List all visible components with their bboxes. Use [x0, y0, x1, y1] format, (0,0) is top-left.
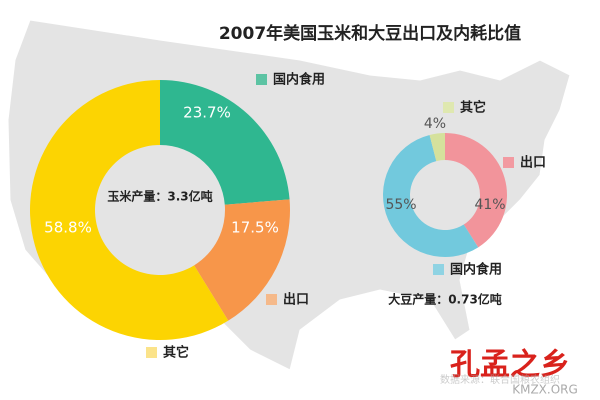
watermark: KMZX.ORG: [512, 383, 578, 397]
value-label: 17.5%: [231, 219, 279, 237]
legend-label: 出口: [283, 292, 309, 308]
donut-slice: [429, 133, 445, 162]
legend-label: 出口: [520, 155, 546, 171]
source: 数据来源：联合国粮农组织: [440, 373, 560, 386]
donut-slice: [194, 199, 290, 321]
donut-slice: [29, 80, 229, 340]
donut-slice: [160, 80, 290, 205]
value-label: 41%: [474, 197, 505, 213]
donut-slice: [445, 133, 507, 248]
center-label: 玉米产量：3.3亿吨: [107, 189, 212, 204]
center-label: 大豆产量：0.73亿吨: [388, 292, 502, 307]
legend-label: 其它: [163, 345, 189, 361]
legend-swatch: [503, 157, 514, 168]
legend-label: 其它: [460, 100, 486, 116]
legend-swatch: [266, 294, 277, 305]
legend-label: 国内食用: [450, 262, 502, 278]
legend-swatch: [433, 264, 444, 275]
legend-swatch: [443, 102, 454, 113]
value-label: 55%: [385, 197, 416, 213]
chart-title: 2007年美国玉米和大豆出口及内耗比值: [219, 23, 521, 44]
donut-slice: [382, 134, 479, 257]
value-label: 58.8%: [44, 219, 92, 237]
legend-label: 国内食用: [273, 72, 325, 88]
legend-swatch: [146, 347, 157, 358]
legend-swatch: [256, 74, 267, 85]
watermark: 孔孟之乡: [450, 348, 570, 383]
value-label: 4%: [424, 116, 446, 132]
value-label: 23.7%: [183, 104, 231, 122]
